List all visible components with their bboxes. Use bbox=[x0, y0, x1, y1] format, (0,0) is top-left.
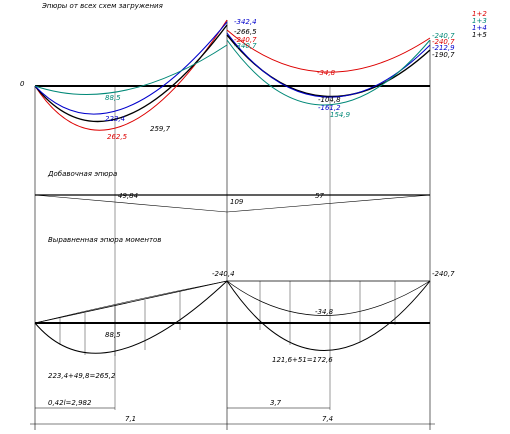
value-label: 154,9 bbox=[330, 111, 351, 119]
value-label: 121,6+51=172,6 bbox=[272, 356, 333, 364]
value-label: -190,7 bbox=[432, 51, 455, 59]
legend-entry: 1+2 bbox=[472, 10, 487, 18]
structure bbox=[30, 19, 435, 430]
value-label: 223,4+49,8=265,2 bbox=[48, 372, 116, 380]
dimension-label: 7,4 bbox=[322, 415, 333, 423]
legend-entry: 1+5 bbox=[472, 31, 487, 39]
value-label: 88,5 bbox=[105, 94, 121, 102]
dimension-label: 3,7 bbox=[270, 399, 282, 407]
value-label: 223,4 bbox=[105, 115, 125, 123]
value-label: 88,5 bbox=[105, 331, 121, 339]
value-label: -212,9 bbox=[432, 44, 455, 52]
value-label: 259,7 bbox=[150, 125, 171, 133]
labels: Эпюры от всех схем загружения 1+2 1+3 1+… bbox=[20, 2, 487, 423]
value-label: -240,7 bbox=[432, 38, 455, 46]
value-label: 109 bbox=[230, 198, 244, 206]
legend-entry: 1+4 bbox=[472, 24, 487, 32]
value-label: 262,5 bbox=[107, 133, 128, 141]
value-label: -240,4 bbox=[212, 270, 235, 278]
legend-entry: 1+3 bbox=[472, 17, 487, 25]
value-label: -340,7 bbox=[234, 42, 257, 50]
section-title: Выравненная эпюра моментов bbox=[48, 236, 161, 244]
value-label: -240,7 bbox=[234, 36, 257, 44]
value-label: -342,4 bbox=[234, 18, 257, 26]
value-label: -161,2 bbox=[318, 104, 341, 112]
dimension-label: 0,42l=2,982 bbox=[48, 399, 92, 407]
value-label: 57 bbox=[315, 192, 324, 200]
title: Эпюры от всех схем загружения bbox=[41, 2, 163, 10]
value-label: -266,5 bbox=[234, 28, 257, 36]
origin-label: 0 bbox=[20, 80, 25, 88]
value-label: -240,7 bbox=[432, 270, 455, 278]
dimension-label: 7,1 bbox=[125, 415, 136, 423]
value-label: -240,7 bbox=[432, 32, 455, 40]
value-label: -104,8 bbox=[318, 96, 341, 104]
value-label: -34,8 bbox=[315, 308, 334, 316]
value-label: -34,8 bbox=[317, 69, 336, 77]
value-label: 49,84 bbox=[118, 192, 138, 200]
section-title: Добавочная эпюра bbox=[47, 170, 117, 178]
